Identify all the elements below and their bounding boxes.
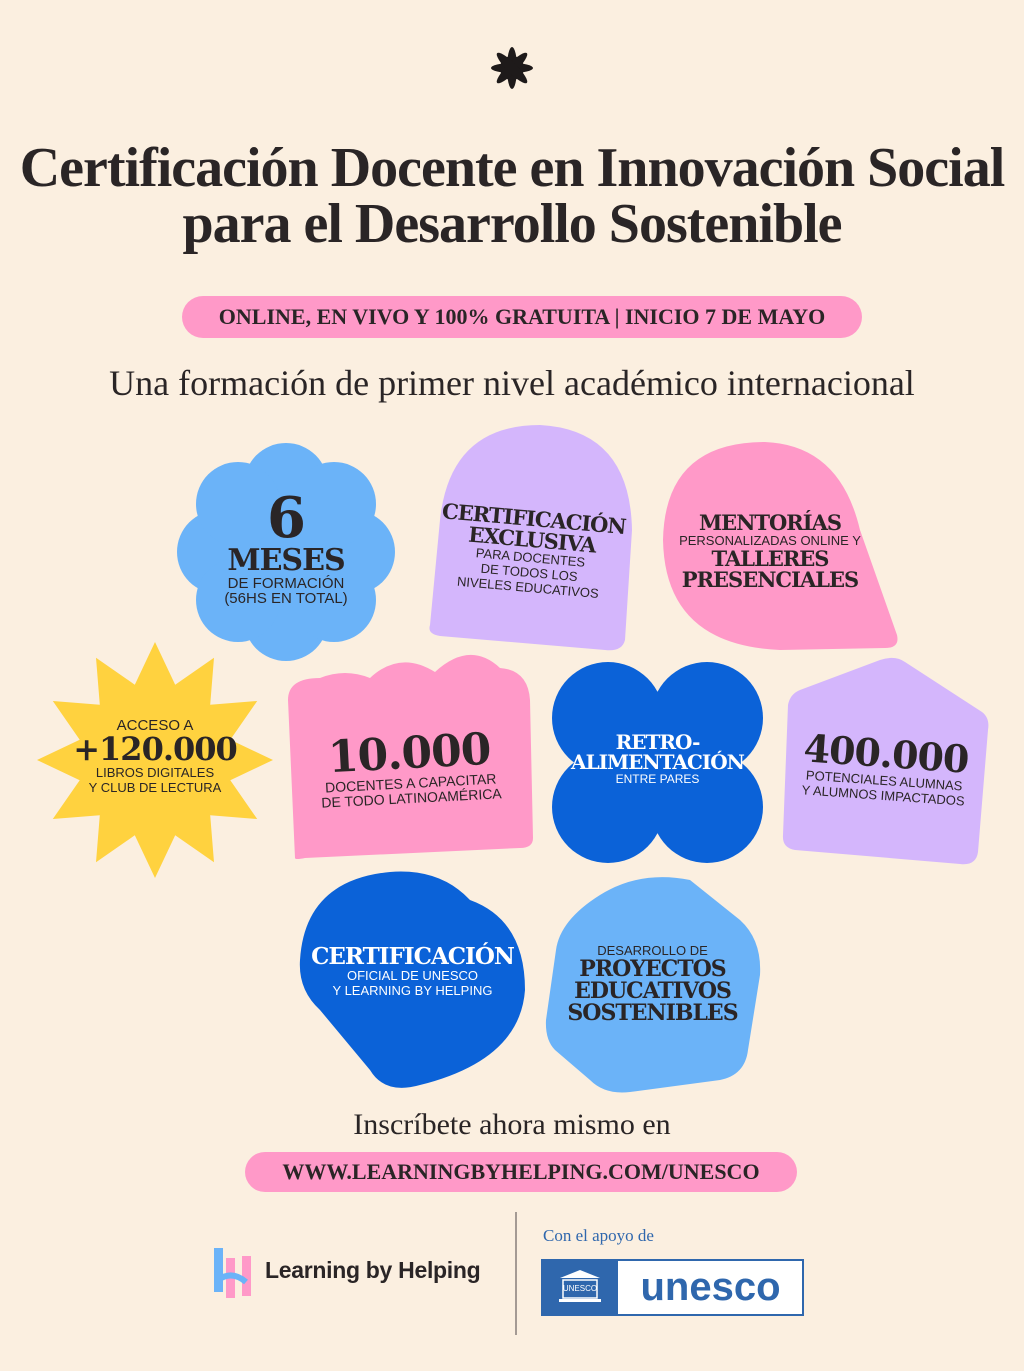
card-acceso: ACCESO A +120.000 LIBROS DIGITALES Y CLU… (65, 718, 245, 795)
card-meses: 6 MESES DE FORMACIÓN (56HS EN TOTAL) (196, 490, 376, 606)
mentorias-title: TALLERES (711, 546, 830, 571)
octagon-shape (545, 877, 761, 1093)
brand-name: Learning by Helping (265, 1257, 481, 1283)
acceso-line: LIBROS DIGITALES (95, 765, 215, 780)
mentorias-line: PERSONALIZADAS ONLINE Y (679, 533, 861, 548)
registration-link[interactable]: WWW.LEARNINGBYHELPING.COM/UNESCO (245, 1152, 797, 1192)
proyectos-title: SOSTENIBLES (567, 1000, 738, 1026)
card-mentorias: MENTORÍAS PERSONALIZADAS ONLINE Y TALLER… (665, 512, 875, 590)
cta-text: Inscríbete ahora mismo en (353, 1108, 671, 1141)
arch-shape (429, 425, 632, 651)
pentagon-shape (782, 657, 989, 865)
retro-title: RETRO- (615, 730, 701, 754)
card-proyectos: DESARROLLO DE PROYECTOS EDUCATIVOS SOSTE… (555, 943, 750, 1024)
star-shape (37, 642, 273, 878)
acceso-pre: ACCESO A (116, 717, 194, 734)
retro-title: ALIMENTACIÓN (571, 750, 745, 774)
meses-title: MESES (227, 543, 345, 578)
card-certificacion-exclusiva: CERTIFICACIÓN EXCLUSIVA PARA DOCENTES DE… (433, 498, 630, 603)
title-line-2: para el Desarrollo Sostenible (182, 193, 842, 255)
proyectos-pre: DESARROLLO DE (597, 943, 708, 958)
temple-icon (559, 1270, 601, 1302)
support-text: Con el apoyo de (543, 1226, 654, 1245)
proyectos-title: PROYECTOS (579, 956, 726, 982)
oficial-title: CERTIFICACIÓN (311, 943, 515, 970)
proyectos-title: EDUCATIVOS (574, 978, 732, 1004)
unesco-wordmark: unesco (640, 1265, 781, 1309)
acceso-number: +120.000 (73, 730, 238, 768)
acceso-line: Y CLUB DE LECTURA (88, 780, 222, 795)
mentorias-title: PRESENCIALES (681, 567, 859, 592)
title-line-1: Certificación Docente en Innovación Soci… (19, 137, 1006, 199)
subtitle: Una formación de primer nivel académico … (109, 363, 915, 403)
page-title: Certificación Docente en Innovación Soci… (0, 140, 1024, 252)
scalloped-shape (288, 654, 533, 859)
oficial-line: Y LEARNING BY HELPING (332, 983, 493, 998)
card-docentes: 10.000 DOCENTES A CAPACITAR DE TODO LATI… (303, 724, 517, 812)
meses-line: DE FORMACIÓN (227, 575, 345, 592)
flower-shape (177, 443, 395, 661)
info-banner: ONLINE, EN VIVO Y 100% GRATUITA | INICIO… (182, 296, 862, 338)
asterisk-icon (491, 47, 533, 89)
learning-by-helping-logo-icon (214, 1248, 251, 1298)
clover-shape (552, 662, 763, 863)
retro-line: ENTRE PARES (615, 772, 700, 786)
unesco-logo (541, 1259, 804, 1316)
card-impacto: 400.000 POTENCIALES ALUMNAS Y ALUMNOS IM… (793, 725, 977, 809)
meses-line: (56HS EN TOTAL) (224, 590, 348, 607)
mentorias-title: MENTORÍAS (698, 510, 842, 535)
unesco-seal-text: UNESCO (562, 1284, 598, 1293)
teardrop-shape (663, 442, 898, 650)
oficial-line: OFICIAL DE UNESCO (347, 968, 478, 983)
meses-number: 6 (267, 485, 306, 551)
card-certificacion-oficial: CERTIFICACIÓN OFICIAL DE UNESCO Y LEARNI… (305, 945, 520, 998)
card-retroalimentacion: RETRO- ALIMENTACIÓN ENTRE PARES (560, 732, 755, 787)
blob-shape (299, 871, 525, 1088)
